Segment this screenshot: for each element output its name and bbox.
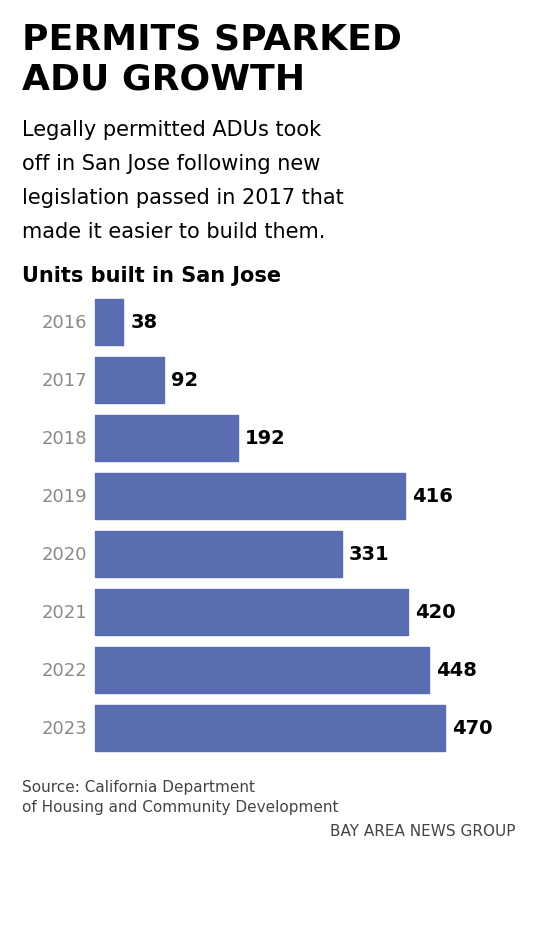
- Text: 2019: 2019: [41, 488, 87, 505]
- Bar: [95, 531, 342, 578]
- Text: 2023: 2023: [41, 719, 87, 737]
- Text: 2016: 2016: [41, 313, 87, 332]
- Text: 448: 448: [436, 661, 477, 679]
- Bar: [95, 415, 238, 462]
- Text: ADU GROWTH: ADU GROWTH: [22, 62, 305, 95]
- Text: 420: 420: [415, 603, 455, 622]
- Text: off in San Jose following new: off in San Jose following new: [22, 154, 321, 174]
- Text: made it easier to build them.: made it easier to build them.: [22, 222, 325, 242]
- Text: 416: 416: [412, 487, 453, 506]
- Text: BAY AREA NEWS GROUP: BAY AREA NEWS GROUP: [330, 823, 515, 838]
- Bar: [95, 474, 405, 519]
- Bar: [95, 705, 445, 751]
- Bar: [95, 647, 429, 693]
- Text: of Housing and Community Development: of Housing and Community Development: [22, 799, 338, 814]
- Text: 38: 38: [130, 313, 157, 332]
- Text: 2022: 2022: [41, 661, 87, 679]
- Text: 470: 470: [452, 718, 493, 738]
- Text: 331: 331: [349, 545, 389, 564]
- Text: Units built in San Jose: Units built in San Jose: [22, 266, 281, 286]
- Text: 2017: 2017: [41, 372, 87, 389]
- Text: 2020: 2020: [41, 545, 87, 564]
- Text: Legally permitted ADUs took: Legally permitted ADUs took: [22, 120, 321, 140]
- Text: legislation passed in 2017 that: legislation passed in 2017 that: [22, 188, 344, 208]
- Text: 92: 92: [171, 371, 198, 390]
- Bar: [95, 590, 408, 635]
- Text: PERMITS SPARKED: PERMITS SPARKED: [22, 23, 402, 57]
- Text: Source: California Department: Source: California Department: [22, 780, 255, 794]
- Bar: [95, 358, 164, 403]
- Text: 2018: 2018: [41, 429, 87, 448]
- Bar: [95, 299, 124, 346]
- Text: 192: 192: [245, 429, 286, 448]
- Text: 2021: 2021: [41, 603, 87, 621]
